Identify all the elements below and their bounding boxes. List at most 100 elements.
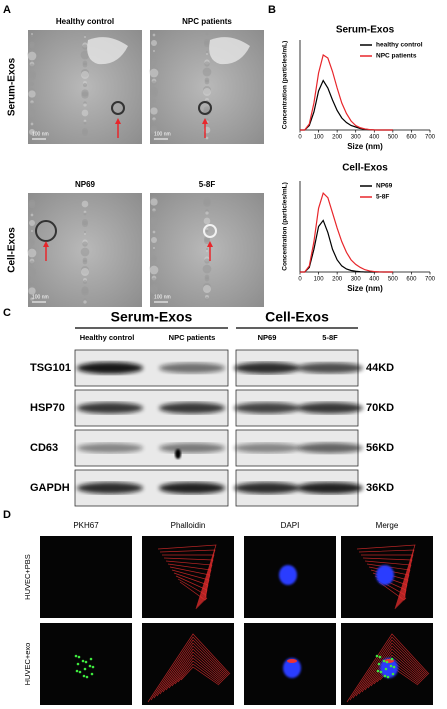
- actin-fiber: [162, 648, 226, 693]
- protein-label: TSG101: [30, 362, 71, 374]
- tem-particle: [82, 130, 88, 136]
- tem-particle: [28, 201, 36, 209]
- exosome-signal: [391, 672, 395, 676]
- tem-particle: [150, 89, 158, 97]
- blot-band: [297, 442, 363, 454]
- exosome-signal: [88, 664, 92, 668]
- blot-band: [234, 362, 300, 374]
- actin-fiber: [179, 581, 208, 601]
- tem-particle: [206, 53, 208, 55]
- scale-label: 100 nm: [154, 131, 171, 137]
- image-caption: NP69: [75, 180, 96, 189]
- image-background: [40, 536, 132, 618]
- actin-fiber: [364, 560, 412, 606]
- tem-particle: [205, 297, 209, 301]
- blot-band: [77, 362, 143, 374]
- exosome-signal: [89, 657, 93, 661]
- tem-particle: [84, 233, 86, 235]
- exosome-signal: [377, 662, 381, 666]
- blot-spot: [175, 449, 181, 459]
- actin-fiber: [346, 633, 430, 703]
- tem-particle: [29, 220, 35, 226]
- panel-label: C: [3, 307, 11, 319]
- tem-particle: [82, 62, 88, 68]
- actin-fiber: [367, 654, 423, 689]
- image-caption: NPC patients: [182, 17, 232, 26]
- x-tick-label: 400: [369, 277, 380, 283]
- actin-fiber: [174, 660, 222, 685]
- blot-band: [297, 482, 363, 494]
- tem-particle: [30, 213, 34, 217]
- tem-particle: [202, 264, 212, 274]
- tem-particle: [205, 229, 209, 233]
- tem-particle: [204, 41, 210, 47]
- tem-particle: [152, 296, 156, 300]
- exosome-signal: [82, 674, 86, 678]
- row-label: HUVEC+PBS: [23, 554, 32, 600]
- actin-fiber: [162, 554, 215, 608]
- tem-particle: [150, 107, 158, 115]
- actin-fiber: [352, 639, 428, 699]
- tem-particle: [80, 247, 90, 257]
- nucleus: [279, 565, 297, 585]
- tem-image: 100 nm: [27, 30, 142, 144]
- panel-label: D: [3, 509, 11, 521]
- tem-particle: [203, 199, 211, 207]
- protein-label: CD63: [30, 442, 58, 454]
- actin-fiber: [177, 663, 221, 685]
- exosome: [198, 101, 212, 115]
- nucleus-spot: [287, 659, 297, 663]
- tem-particle: [203, 217, 211, 225]
- exosome-signal: [386, 675, 390, 679]
- lane-label: NP69: [258, 333, 277, 342]
- tem-particle: [80, 50, 90, 60]
- fluorescence-image: [244, 536, 336, 618]
- tem-particle: [29, 129, 35, 135]
- blot-band: [77, 482, 143, 494]
- tem-particle: [84, 231, 86, 233]
- tem-particle: [27, 51, 37, 61]
- column-header: Merge: [376, 521, 399, 530]
- column-header: DAPI: [281, 521, 300, 530]
- actin-fiber: [358, 645, 426, 695]
- tem-particle: [28, 269, 36, 277]
- exosome-signal: [383, 674, 387, 678]
- size-label: 56KD: [366, 442, 394, 454]
- actin-fiber: [362, 557, 413, 607]
- row-label: Cell-Exos: [7, 227, 18, 273]
- fluorescence-image: [244, 623, 336, 705]
- tem-particle: [83, 103, 87, 107]
- column-header: Phalloidin: [171, 521, 206, 530]
- tem-particle: [203, 88, 211, 96]
- actin-fiber: [177, 578, 207, 599]
- tem-particle: [152, 119, 156, 123]
- actin-fiber: [355, 642, 427, 697]
- panel-label: A: [3, 4, 11, 16]
- exosome: [203, 224, 217, 238]
- tem-particle: [83, 121, 87, 125]
- tem-particle: [152, 228, 156, 232]
- actin-fiber: [159, 549, 216, 609]
- tem-particle: [28, 287, 36, 295]
- blot-band: [77, 443, 143, 453]
- tem-particle: [205, 32, 209, 36]
- arrow-head: [115, 118, 121, 124]
- blot-band: [297, 362, 363, 374]
- tem-particle: [204, 79, 210, 85]
- tem-particle: [30, 211, 34, 215]
- tem-particle: [204, 238, 210, 244]
- tem-particle: [153, 50, 155, 52]
- tem-particle: [29, 260, 35, 266]
- image-background: [142, 536, 234, 618]
- tem-particle: [81, 91, 89, 99]
- exosome-signal: [378, 655, 382, 659]
- tem-particle: [151, 60, 157, 66]
- exosome-signal: [91, 665, 95, 669]
- tem-particle: [152, 33, 156, 37]
- actin-fiber: [167, 563, 212, 605]
- tem-particle: [205, 136, 209, 140]
- tem-particle: [150, 198, 158, 206]
- tem-particle: [31, 232, 33, 234]
- actin-fiber: [147, 633, 231, 703]
- exosome-signal: [76, 662, 80, 666]
